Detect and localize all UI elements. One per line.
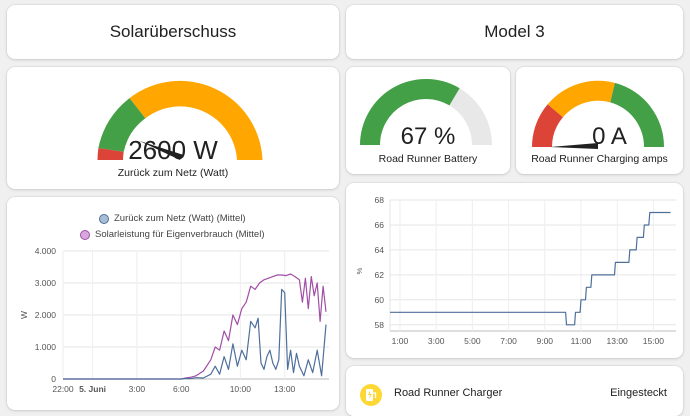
y-tick-label: 64 [375, 245, 385, 255]
battery-gauge-card[interactable]: 67 % Road Runner Battery [346, 67, 510, 174]
gauge-segment-red [97, 148, 124, 160]
battery-gauge-value: 67 % [400, 123, 456, 150]
x-tick-label: 3:00 [428, 336, 445, 346]
amps-gauge-card[interactable]: 0 A Road Runner Charging amps [516, 67, 683, 174]
ev-charger-icon[interactable] [360, 384, 382, 406]
solar-title: Solarüberschuss [109, 22, 237, 41]
battery-chart[interactable]: 58 60 62 64 66 68 1:00 3:00 5:00 7:00 9:00 11:00 13:… [346, 183, 683, 358]
y-tick-label: 1.000 [35, 342, 57, 352]
x-tick-label: 7:00 [500, 336, 517, 346]
amps-gauge [532, 80, 665, 149]
y-tick-label: 68 [375, 195, 385, 205]
x-tick-label: 22:00 [52, 384, 74, 394]
y-tick-label: 66 [375, 220, 385, 230]
charger-state: Eingesteckt [610, 387, 667, 399]
gauge-segment-orange [547, 80, 615, 118]
battery-history-card[interactable]: 58 60 62 64 66 68 1:00 3:00 5:00 7:00 9:00 11:00 13:… [346, 183, 683, 358]
x-tick-label: 3:00 [129, 384, 146, 394]
legend-dot-solar [80, 229, 90, 240]
gauge-segment-orange [129, 80, 263, 160]
legend-dot-netz [99, 213, 109, 224]
y-tick-label: 60 [375, 295, 385, 305]
netz-gauge-label: Zurück zum Netz (Watt) [117, 167, 229, 179]
amps-gauge-value: 0 A [592, 123, 627, 150]
model-title: Model 3 [484, 22, 545, 41]
y-axis-label: % [355, 267, 364, 274]
x-tick-label: 5. Juni [79, 384, 106, 394]
amps-gauge-label: Road Runner Charging amps [531, 153, 668, 165]
y-tick-label: 62 [375, 270, 385, 280]
gauge-fill [360, 79, 460, 145]
gauge-segment-green [610, 82, 665, 147]
series-line-netz [63, 288, 327, 380]
x-tick-label: 13:00 [607, 336, 629, 346]
y-tick-label: 4.000 [35, 246, 57, 256]
x-tick-label: 1:00 [392, 336, 409, 346]
gauge-needle [139, 140, 183, 160]
x-tick-label: 5:00 [464, 336, 481, 346]
y-axis-label: W [19, 311, 29, 319]
y-tick-label: 58 [375, 320, 385, 330]
x-tick-label: 15:00 [643, 336, 665, 346]
x-tick-label: 11:00 [571, 336, 592, 346]
legend-item-netz[interactable]: Zurück zum Netz (Watt) (Mittel) [99, 213, 246, 224]
netz-gauge-card[interactable]: 2600 W Zurück zum Netz (Watt) [7, 67, 339, 189]
x-tick-label: 13:00 [274, 384, 296, 394]
charger-card[interactable]: Road Runner Charger Eingesteckt [346, 366, 683, 416]
model-title-card: Model 3 [346, 5, 683, 59]
y-tick-label: 2.000 [35, 310, 57, 320]
x-tick-label: 9:00 [536, 336, 553, 346]
legend-label-solar: Solarleistung für Eigenverbrauch (Mittel… [95, 229, 265, 240]
y-tick-label: 0 [51, 374, 56, 384]
battery-gauge-label: Road Runner Battery [378, 153, 478, 165]
series-line-battery [390, 211, 671, 326]
netz-gauge [97, 80, 263, 160]
battery-gauge [360, 79, 492, 145]
x-tick-label: 10:00 [230, 384, 252, 394]
legend-label-netz: Zurück zum Netz (Watt) (Mittel) [114, 213, 246, 224]
charger-name: Road Runner Charger [394, 387, 503, 399]
gauge-segment-green [98, 98, 146, 152]
legend-item-solar[interactable]: Solarleistung für Eigenverbrauch (Mittel… [80, 229, 265, 240]
solar-chart[interactable]: 0 1.000 2.000 3.000 4.000 22:00 5. Juni 3:00 6:0… [7, 197, 339, 410]
gauge-needle [550, 143, 598, 149]
x-tick-label: 6:00 [173, 384, 190, 394]
solar-title-card: Solarüberschuss [7, 5, 339, 59]
y-tick-label: 3.000 [35, 278, 57, 288]
gauge-segment-red [532, 104, 563, 147]
netz-gauge-value: 2600 W [128, 135, 218, 165]
solar-history-card[interactable]: Zurück zum Netz (Watt) (Mittel) Solarlei… [7, 197, 339, 410]
